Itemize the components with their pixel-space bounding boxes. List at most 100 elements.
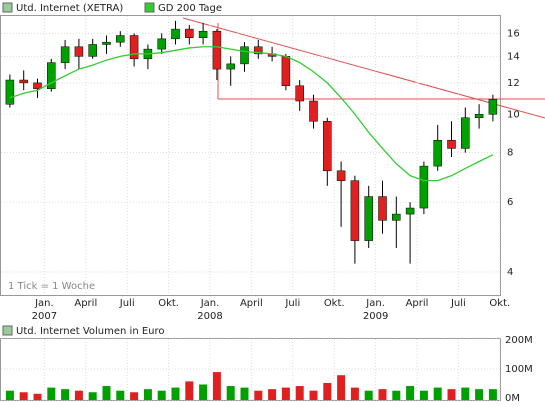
candle-body — [405, 207, 415, 215]
candle-body — [226, 63, 235, 70]
y-tick-label: 16 — [507, 28, 520, 39]
candle-body — [364, 196, 373, 241]
moving-average — [9, 46, 494, 182]
volume-bar — [61, 389, 70, 400]
x-year-label: 2009 — [363, 311, 388, 322]
x-year-label: 2007 — [32, 311, 57, 322]
candle-body — [240, 46, 249, 65]
y-tick-label: 100M — [505, 364, 533, 375]
volume-bar — [47, 387, 56, 400]
volume-bar — [350, 387, 359, 400]
x-tick-label: Juli — [119, 298, 135, 309]
volume-bar — [130, 392, 139, 400]
candle-body — [474, 114, 484, 118]
volume-bar — [157, 390, 166, 400]
candle-body — [157, 38, 166, 50]
x-tick-label: Jan. — [34, 298, 54, 309]
legend-swatch — [144, 2, 155, 13]
candle-body — [5, 79, 15, 105]
volume-bar — [433, 387, 442, 400]
note: 1 Tick = 1 Woche — [8, 281, 95, 292]
volume-bar — [295, 386, 304, 400]
y-tick-label: 200M — [505, 335, 533, 346]
candle-body — [60, 46, 70, 63]
volume-bar — [74, 390, 83, 400]
volume-bar — [171, 387, 180, 400]
candle-body — [433, 139, 442, 167]
candle-body — [488, 99, 498, 115]
legend-label: GD 200 Tage — [158, 3, 222, 14]
volume-bar — [102, 386, 111, 400]
y-tick-label: 4 — [507, 267, 513, 278]
candle-body — [185, 28, 194, 38]
candle-body — [198, 30, 208, 38]
y-tick-label: 8 — [507, 148, 513, 159]
volume-bar — [281, 387, 290, 400]
y-tick-label: 12 — [507, 78, 520, 89]
volume-bar — [116, 390, 125, 400]
candle-body — [88, 44, 97, 57]
volume-bar — [364, 390, 373, 400]
volume-bar — [268, 389, 277, 400]
trend-line — [182, 17, 545, 119]
volume-bar — [88, 392, 97, 400]
x-tick-label: Okt. — [324, 298, 345, 309]
candle-body — [33, 82, 42, 89]
candle-body — [281, 56, 291, 87]
x-tick-label: Juli — [284, 298, 300, 309]
candle-body — [378, 196, 387, 221]
candle-body — [309, 100, 318, 122]
volume-bar — [406, 386, 415, 400]
volume-bar — [212, 372, 221, 400]
candle-body — [350, 180, 360, 241]
x-tick-label: Jan. — [365, 298, 385, 309]
price-frame — [0, 15, 501, 296]
y-tick-label: 6 — [507, 197, 513, 208]
volume-bar — [185, 381, 194, 400]
volume-bar — [337, 375, 346, 400]
candle-body — [336, 170, 346, 181]
volume-bar — [323, 382, 332, 400]
volume-bar — [392, 390, 401, 400]
candle-body — [295, 85, 304, 102]
candle-body — [102, 41, 111, 45]
volume-bar — [488, 389, 497, 400]
candle-body — [47, 62, 56, 89]
volume-bar — [254, 390, 263, 400]
volume-bar — [143, 389, 152, 400]
volume-bar — [19, 392, 28, 400]
x-tick-label: Okt. — [489, 298, 510, 309]
volume-bar — [419, 390, 428, 400]
volume-title: Utd. Internet Volumen in Euro — [16, 326, 165, 337]
candle-body — [116, 35, 125, 43]
volume-bar — [33, 393, 42, 400]
y-tick-label: 0M — [505, 393, 520, 404]
volume-bar — [199, 384, 208, 400]
legend-swatch — [2, 2, 13, 13]
x-tick-label: Juli — [450, 298, 466, 309]
x-tick-label: April — [240, 298, 263, 309]
volume-bar — [461, 387, 470, 400]
volume-bar — [475, 389, 484, 400]
legend-label: Utd. Internet (XETRA) — [16, 3, 123, 14]
volume-bar — [309, 390, 318, 400]
candle-body — [129, 35, 139, 60]
y-tick-label: 14 — [507, 51, 520, 62]
volume-bar — [226, 386, 235, 400]
candle-body — [323, 121, 332, 172]
x-tick-label: Okt. — [158, 298, 179, 309]
candle-body — [74, 46, 84, 57]
volume-bar — [5, 390, 14, 400]
x-tick-label: Jan. — [200, 298, 220, 309]
x-tick-label: April — [74, 298, 97, 309]
x-tick-label: April — [406, 298, 429, 309]
y-tick-label: 10 — [507, 109, 520, 120]
candle-body — [171, 28, 180, 40]
volume-bar — [378, 389, 387, 400]
volume-bar — [447, 389, 456, 400]
legend-swatch — [2, 325, 13, 336]
candle-body — [212, 30, 222, 70]
candle-body — [392, 213, 401, 221]
volume-bar — [240, 387, 249, 400]
